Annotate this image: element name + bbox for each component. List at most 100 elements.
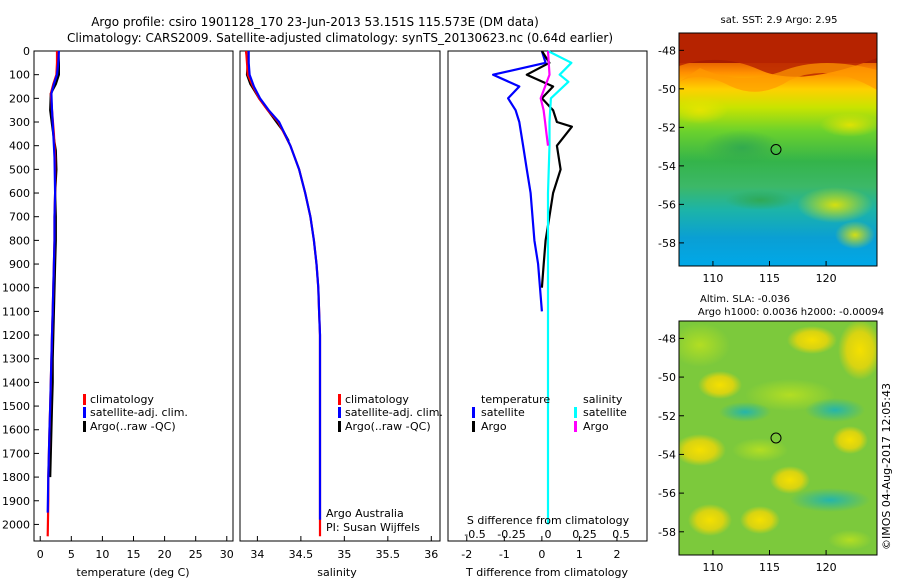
s-diff-tick-label: 0 <box>545 528 552 541</box>
t-difference-x-label: T difference from climatology <box>465 566 628 579</box>
depth-tick-label: 1600 <box>2 424 30 437</box>
x-tick-label: 36 <box>424 548 438 561</box>
depth-tick-label: 400 <box>9 140 30 153</box>
difference-axes-frame <box>447 50 648 542</box>
legend-swatch-climatology <box>338 394 341 405</box>
lat-tick-label: -54 <box>658 448 676 461</box>
depth-tick-label: 1000 <box>2 282 30 295</box>
lat-tick-label: -50 <box>658 83 676 96</box>
depth-tick-label: 1500 <box>2 400 30 413</box>
lon-tick-label: 110 <box>702 272 723 285</box>
lat-tick-label: -48 <box>658 332 676 345</box>
x-tick-label: -1 <box>499 548 510 561</box>
lat-tick-label: -52 <box>658 410 676 423</box>
depth-tick-label: 0 <box>23 45 30 58</box>
x-tick-label: 0 <box>538 548 545 561</box>
lat-tick-label: -48 <box>658 44 676 57</box>
argo-position-marker <box>770 144 782 155</box>
salinity-panel: 34 34.5 35 35.5 36 salinity climatology sate… <box>239 50 443 579</box>
x-tick-label: 25 <box>189 548 203 561</box>
sst-map-axes: 110 115 120 -48 -50 -52 -54 -56 -58 <box>658 44 837 285</box>
legend-label-climatology: climatology <box>345 393 409 406</box>
depth-tick-label: 1200 <box>2 329 30 342</box>
argo-position-marker <box>770 432 782 444</box>
sla-heatmap <box>679 321 877 555</box>
x-tick-label: 35 <box>337 548 351 561</box>
x-tick-label: 1 <box>576 548 583 561</box>
figure-title-line1: Argo profile: csiro 1901128_170 23-Jun-2… <box>91 15 539 29</box>
legend-label-argo: Argo(..raw -QC) <box>90 420 176 433</box>
depth-tick-label: 300 <box>9 116 30 129</box>
s-diff-tick-label: -0.25 <box>497 528 525 541</box>
s-diff-tick-label: 0.5 <box>612 528 630 541</box>
lon-tick-label: 120 <box>816 272 837 285</box>
salinity-x-axis: 34 34.5 35 35.5 36 <box>250 536 438 561</box>
lon-tick-label: 115 <box>759 272 780 285</box>
difference-panel: -2 -1 0 1 2 -0.5 -0.25 0 0.25 0.5 S difference f… <box>447 50 648 579</box>
x-tick-label: 35.5 <box>376 548 401 561</box>
x-tick-label: 10 <box>95 548 109 561</box>
temperature-legend: climatology satellite-adj. clim. Argo(..… <box>83 393 188 433</box>
legend-title-salinity: salinity <box>583 393 623 406</box>
temperature-series <box>46 50 61 537</box>
s-diff-tick-label: -0.5 <box>464 528 485 541</box>
depth-tick-label: 600 <box>9 187 30 200</box>
lat-tick-label: -58 <box>658 237 676 250</box>
difference-legend: temperature satellite Argo salinity sate… <box>472 393 627 433</box>
series-line-temperature-satellite <box>492 50 547 312</box>
x-tick-label: 15 <box>127 548 141 561</box>
s-difference-x-label: S difference from climatology <box>467 514 630 527</box>
lat-tick-label: -52 <box>658 121 676 134</box>
salinity-annotation-org: Argo Australia <box>326 507 404 520</box>
legend-swatch-argo <box>83 421 86 432</box>
depth-tick-label: 1100 <box>2 305 30 318</box>
legend-swatch-argo <box>338 421 341 432</box>
salinity-annotation-pi: PI: Susan Wijffels <box>326 521 420 534</box>
sla-map-frame <box>678 320 878 556</box>
x-tick-label: 20 <box>158 548 172 561</box>
sst-map-frame <box>678 32 878 267</box>
series-line-climatology <box>245 50 322 537</box>
x-tick-label: 34.5 <box>289 548 314 561</box>
salinity-legend: climatology satellite-adj. clim. Argo(..… <box>338 393 443 433</box>
depth-tick-label: 800 <box>9 234 30 247</box>
lon-tick-label: 120 <box>816 561 837 574</box>
salinity-axes-frame <box>239 50 441 542</box>
temperature-x-axis: 0 5 10 15 20 25 30 <box>37 536 234 561</box>
depth-tick-label: 1300 <box>2 353 30 366</box>
t-difference-x-axis: -2 -1 0 1 2 <box>461 536 620 561</box>
temperature-x-label: temperature (deg C) <box>76 566 189 579</box>
sla-map-axes: 110 115 120 -48 -50 -52 -54 -56 -58 <box>658 332 837 574</box>
legend-label-satellite: satellite-adj. clim. <box>90 406 188 419</box>
legend-swatch-climatology <box>83 394 86 405</box>
sst-heatmap <box>679 33 877 266</box>
lon-tick-label: 110 <box>702 561 723 574</box>
sla-map-subtitle: Argo h1000: 0.0036 h2000: -0.00094 <box>698 307 884 318</box>
difference-series <box>492 50 574 525</box>
imos-credit: ©IMOS 04-Aug-2017 12:05:43 <box>880 383 893 550</box>
salinity-series <box>245 50 322 537</box>
legend-swatch-satellite <box>338 407 341 418</box>
sla-map-panel: Altim. SLA: -0.036 Argo h1000: 0.0036 h2… <box>658 294 884 574</box>
legend-swatch-temperature-argo <box>472 421 475 432</box>
legend-label-climatology: climatology <box>90 393 154 406</box>
legend-label-salinity-satellite: satellite <box>583 406 627 419</box>
legend-label-argo: Argo(..raw -QC) <box>345 420 431 433</box>
lat-tick-label: -56 <box>658 487 676 500</box>
sla-map-title: Altim. SLA: -0.036 <box>700 294 790 305</box>
s-diff-tick-label: 0.25 <box>572 528 597 541</box>
figure-title-line2: Climatology: CARS2009. Satellite-adjuste… <box>67 31 613 45</box>
x-tick-label: 30 <box>220 548 234 561</box>
x-tick-label: 34 <box>250 548 264 561</box>
depth-tick-label: 500 <box>9 163 30 176</box>
series-line-satellite-adj-clim- <box>46 50 60 513</box>
depth-tick-label: 2000 <box>2 518 30 531</box>
lat-tick-label: -54 <box>658 160 676 173</box>
depth-tick-label: 200 <box>9 92 30 105</box>
depth-tick-label: 1900 <box>2 495 30 508</box>
lat-tick-label: -50 <box>658 371 676 384</box>
legend-label-temperature-argo: Argo <box>481 420 507 433</box>
depth-tick-label: 1400 <box>2 376 30 389</box>
lat-tick-label: -56 <box>658 198 676 211</box>
